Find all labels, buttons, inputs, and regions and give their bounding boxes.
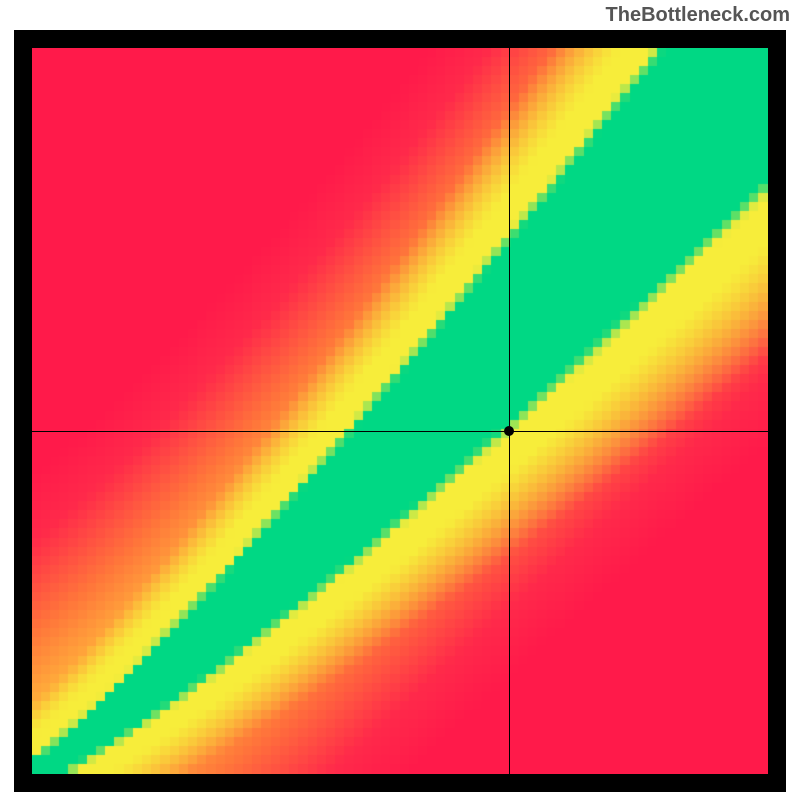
crosshair-horizontal <box>32 431 768 432</box>
crosshair-vertical <box>509 48 510 774</box>
attribution-text: TheBottleneck.com <box>606 4 790 27</box>
plot-frame <box>14 30 786 792</box>
heatmap-canvas <box>32 48 768 774</box>
data-point-marker <box>504 426 514 436</box>
